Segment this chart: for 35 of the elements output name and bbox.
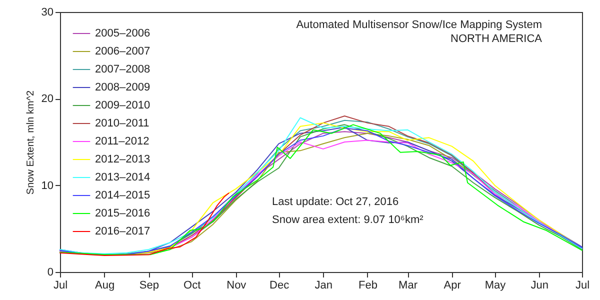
- legend-label: 2012–2013: [95, 154, 150, 166]
- x-tick-label: Feb: [358, 280, 378, 292]
- annotation: Last update: Oct 27, 2016: [272, 196, 399, 208]
- legend-label: 2014–2015: [95, 190, 150, 202]
- x-tick-label: Jun: [530, 280, 548, 292]
- legend-label: 2006–2007: [95, 46, 150, 58]
- legend-label: 2010–2011: [95, 118, 150, 130]
- x-tick-label: Dec: [270, 280, 290, 292]
- x-tick-label: Nov: [226, 280, 247, 292]
- annotation: Snow area extent: 9.07 10⁶km²: [272, 214, 424, 226]
- text: NORTH AMERICA: [450, 33, 543, 45]
- x-tick-label: May: [484, 280, 506, 292]
- y-tick-label: 20: [41, 93, 54, 106]
- legend-label: 2007–2008: [95, 64, 150, 76]
- x-tick-label: Jan: [314, 280, 333, 292]
- legend-label: 2008–2009: [95, 82, 150, 94]
- x-tick-label: Jul: [575, 280, 590, 292]
- y-tick-label: 30: [41, 6, 54, 18]
- legend-label: 2016–2017: [95, 226, 150, 238]
- y-tick-label: 0: [47, 266, 54, 278]
- line-series: [60, 192, 230, 256]
- x-tick-label: Oct: [184, 280, 201, 292]
- x-tick-label: Apr: [444, 280, 462, 292]
- x-tick-label: Jul: [53, 280, 68, 292]
- x-tick-label: Sep: [139, 280, 159, 292]
- legend-label: 2013–2014: [95, 172, 150, 184]
- x-tick-label: Aug: [95, 280, 115, 292]
- text: Automated Multisensor Snow/Ice Mapping System: [296, 19, 542, 31]
- legend-label: 2009–2010: [95, 100, 150, 112]
- y-tick-label: 10: [41, 180, 54, 192]
- legend-label: 2005–2006: [95, 28, 150, 40]
- y-axis-title: Snow Extent, mln km^2: [25, 90, 36, 195]
- x-tick-label: Mar: [398, 280, 418, 292]
- legend-label: 2015–2016: [95, 208, 150, 220]
- legend-label: 2011–2012: [95, 136, 150, 148]
